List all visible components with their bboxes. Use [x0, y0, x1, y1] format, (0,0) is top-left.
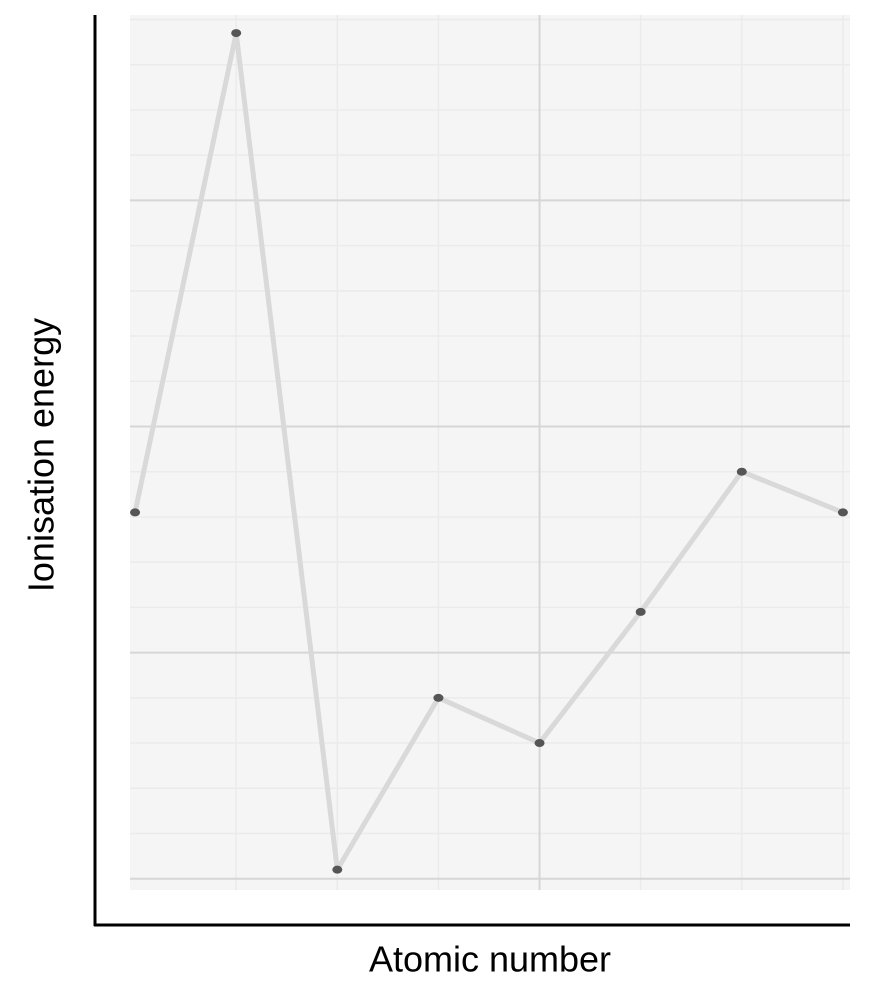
marker — [332, 865, 343, 874]
marker — [837, 508, 848, 517]
marker — [130, 508, 141, 517]
grid — [130, 15, 850, 890]
line — [132, 30, 844, 873]
marker — [635, 607, 646, 616]
y-axis-label: Ionisation energy — [21, 318, 62, 592]
marker — [433, 693, 444, 702]
marker — [534, 739, 545, 748]
x-axis-label: Atomic number — [369, 939, 611, 980]
marks — [130, 29, 848, 874]
marker — [736, 467, 747, 476]
marker — [231, 29, 242, 38]
